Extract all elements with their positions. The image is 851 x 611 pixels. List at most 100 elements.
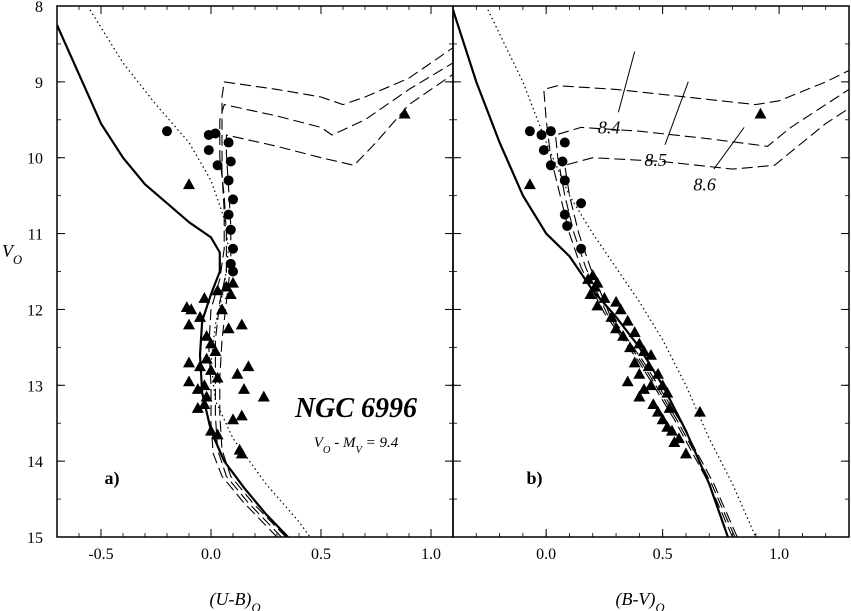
dashed-curve — [543, 70, 849, 537]
data-point-circle — [538, 145, 549, 156]
chart-subtitle: VO - MV = 9.4 — [314, 435, 399, 456]
data-point-circle — [225, 156, 236, 167]
data-point-triangle — [242, 360, 255, 372]
data-point-triangle — [668, 436, 681, 447]
data-point-triangle — [205, 337, 217, 349]
data-point-triangle — [183, 178, 195, 190]
x-tick-label: 0.0 — [536, 546, 556, 563]
data-point-triangle — [598, 292, 611, 303]
data-point-triangle — [642, 360, 655, 372]
data-point-triangle — [651, 405, 664, 417]
data-point-triangle — [257, 390, 270, 402]
panel-a: -0.5 0.0 0.5 1.0 8 9 10 11 12 13 14 15 a) — [27, 0, 454, 563]
data-point-triangle — [582, 273, 595, 284]
data-point-triangle — [610, 322, 623, 334]
data-point-triangle — [191, 383, 204, 394]
data-point-circle — [562, 220, 573, 231]
data-point-circle — [223, 175, 234, 186]
isochrone-leader-line — [713, 127, 745, 170]
data-point-triangle — [200, 352, 213, 364]
data-point-triangle — [617, 329, 630, 341]
data-point-triangle — [198, 292, 211, 303]
data-point-circle — [203, 145, 214, 156]
data-point-triangle — [645, 379, 657, 391]
data-point-circle — [223, 209, 234, 220]
data-point-triangle — [610, 295, 623, 307]
panel-tag: a) — [105, 468, 120, 489]
data-point-circle — [559, 137, 570, 148]
y-tick-label: 8 — [35, 0, 43, 16]
data-point-circle — [559, 209, 570, 220]
y-tick-label: 10 — [27, 151, 43, 168]
isochrone-leader-line — [664, 81, 689, 145]
data-point-circle — [223, 137, 234, 148]
y-tick-label: 13 — [27, 378, 43, 395]
data-point-triangle — [216, 303, 228, 315]
data-point-triangle — [656, 413, 669, 425]
data-point-triangle — [235, 447, 248, 459]
dashed-curve — [214, 62, 453, 537]
chart-title: NGC 6996 — [294, 393, 417, 424]
dashed-curve — [208, 47, 453, 537]
data-point-circle — [576, 243, 587, 254]
y-tick-label: 9 — [35, 75, 43, 92]
data-point-triangle — [183, 375, 195, 387]
y-tick-label: 11 — [28, 227, 43, 244]
data-point-triangle — [198, 379, 211, 391]
data-point-triangle — [624, 341, 637, 353]
data-point-triangle — [220, 280, 233, 292]
data-point-triangle — [638, 383, 651, 394]
data-point-circle — [576, 198, 587, 209]
data-point-circle — [225, 258, 236, 269]
x-tick-label: 0.5 — [311, 546, 331, 563]
data-point-triangle — [633, 337, 646, 349]
data-point-triangle — [679, 447, 692, 459]
y-tick-label: 12 — [27, 302, 43, 319]
data-point-triangle — [645, 348, 657, 360]
panel-tag: b) — [527, 468, 543, 489]
isochrone-leader-line — [617, 51, 636, 113]
data-point-triangle — [589, 280, 602, 292]
data-point-triangle — [211, 284, 224, 296]
data-point-triangle — [235, 318, 248, 330]
solid-curve — [57, 24, 289, 537]
x-axis-label-a: (U-B)O — [209, 589, 260, 611]
data-point-circle — [162, 126, 172, 137]
plot-frame — [56, 5, 454, 538]
data-point-triangle — [638, 345, 651, 356]
data-point-triangle — [621, 375, 634, 387]
data-point-triangle — [647, 398, 660, 410]
data-point-triangle — [651, 367, 664, 379]
data-point-triangle — [238, 383, 250, 394]
data-point-circle — [212, 160, 223, 171]
data-point-circle — [545, 126, 556, 137]
dotted-curve — [89, 9, 311, 537]
data-point-triangle — [211, 371, 224, 383]
data-point-triangle — [227, 413, 239, 425]
data-point-triangle — [754, 107, 767, 119]
data-point-triangle — [621, 314, 634, 326]
data-point-triangle — [191, 402, 204, 413]
y-tick-label: 14 — [27, 454, 43, 471]
data-point-circle — [545, 160, 556, 171]
data-point-triangle — [656, 379, 669, 391]
isochrone-age-label: 8.5 — [644, 150, 667, 170]
data-point-triangle — [584, 288, 597, 300]
data-point-triangle — [235, 409, 248, 421]
x-tick-label: 0.0 — [201, 546, 221, 563]
data-point-triangle — [663, 402, 676, 413]
data-point-triangle — [628, 326, 641, 337]
data-point-triangle — [183, 318, 195, 330]
x-tick-label: -0.5 — [88, 546, 113, 563]
data-point-triangle — [398, 107, 411, 119]
data-point-triangle — [209, 345, 222, 356]
data-point-circle — [559, 175, 570, 186]
data-point-triangle — [633, 390, 646, 402]
data-point-triangle — [194, 311, 206, 322]
data-point-circle — [228, 266, 238, 277]
x-tick-label: 1.0 — [421, 546, 441, 563]
y-axis-label: VO — [2, 241, 22, 267]
data-point-triangle — [633, 367, 646, 379]
data-point-triangle — [605, 311, 618, 322]
